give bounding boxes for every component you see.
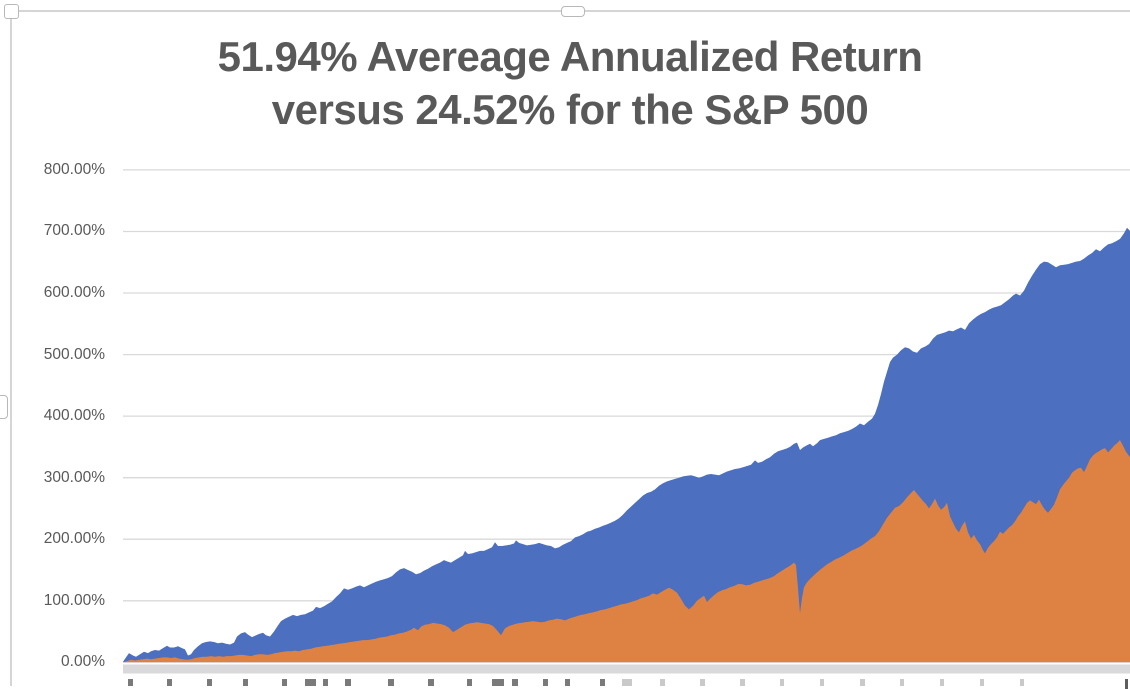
x-tick-label-clipped: [980, 679, 984, 686]
chart-title-line-1: 51.94% Avereage Annualized Return: [217, 33, 923, 80]
y-tick-label-300: 300.00%: [43, 469, 105, 486]
x-tick-label-clipped: [700, 679, 705, 686]
x-tick-label-clipped: [305, 679, 316, 686]
x-tick-label-clipped: [512, 679, 518, 686]
area-series-cumulative-return-sp500[interactable]: [123, 440, 1130, 663]
y-tick-label-500: 500.00%: [43, 346, 105, 363]
y-tick-label-600: 600.00%: [43, 284, 105, 301]
x-tick-label-clipped: [128, 679, 133, 686]
y-tick-label-100: 100.00%: [43, 592, 105, 609]
selection-handle-top-left[interactable]: [4, 4, 19, 19]
x-axis-band: [123, 664, 1130, 674]
x-tick-label-clipped: [820, 679, 824, 686]
x-tick-label-clipped: [207, 679, 212, 686]
chart-border-left: [10, 10, 12, 686]
x-tick-label-clipped: [1125, 679, 1128, 689]
x-tick-label-clipped: [940, 679, 944, 686]
x-tick-label-clipped: [600, 679, 605, 686]
x-tick-label-clipped: [565, 679, 570, 686]
x-tick-label-clipped: [740, 679, 745, 686]
y-tick-label-0: 0.00%: [61, 653, 105, 670]
x-tick-label-clipped: [282, 679, 287, 686]
x-tick-label-clipped: [243, 679, 248, 686]
y-tick-label-700: 700.00%: [43, 222, 105, 239]
x-tick-label-clipped: [860, 679, 865, 686]
x-tick-label-clipped: [167, 679, 172, 686]
x-tick-label-clipped: [1020, 679, 1024, 686]
y-tick-label-400: 400.00%: [43, 407, 105, 424]
x-tick-label-clipped: [780, 679, 784, 686]
x-tick-label-clipped: [428, 679, 434, 686]
y-tick-label-800: 800.00%: [43, 161, 105, 178]
chart-title-line-2: versus 24.52% for the S&P 500: [271, 86, 869, 133]
y-tick-label-200: 200.00%: [43, 530, 105, 547]
chart-title: 51.94% Avereage Annualized Return versus…: [60, 30, 1080, 136]
x-tick-label-clipped: [323, 679, 328, 686]
x-tick-label-clipped: [900, 679, 904, 686]
selection-handle-top-center[interactable]: [561, 6, 585, 17]
x-tick-label-clipped: [543, 679, 548, 686]
x-tick-label-clipped: [467, 679, 472, 686]
selection-handle-left-middle[interactable]: [0, 395, 8, 419]
x-tick-label-clipped: [622, 679, 632, 686]
x-tick-label-clipped: [492, 679, 504, 686]
x-tick-label-clipped: [388, 679, 394, 686]
x-tick-label-clipped: [660, 679, 665, 686]
x-tick-label-clipped: [345, 679, 351, 686]
